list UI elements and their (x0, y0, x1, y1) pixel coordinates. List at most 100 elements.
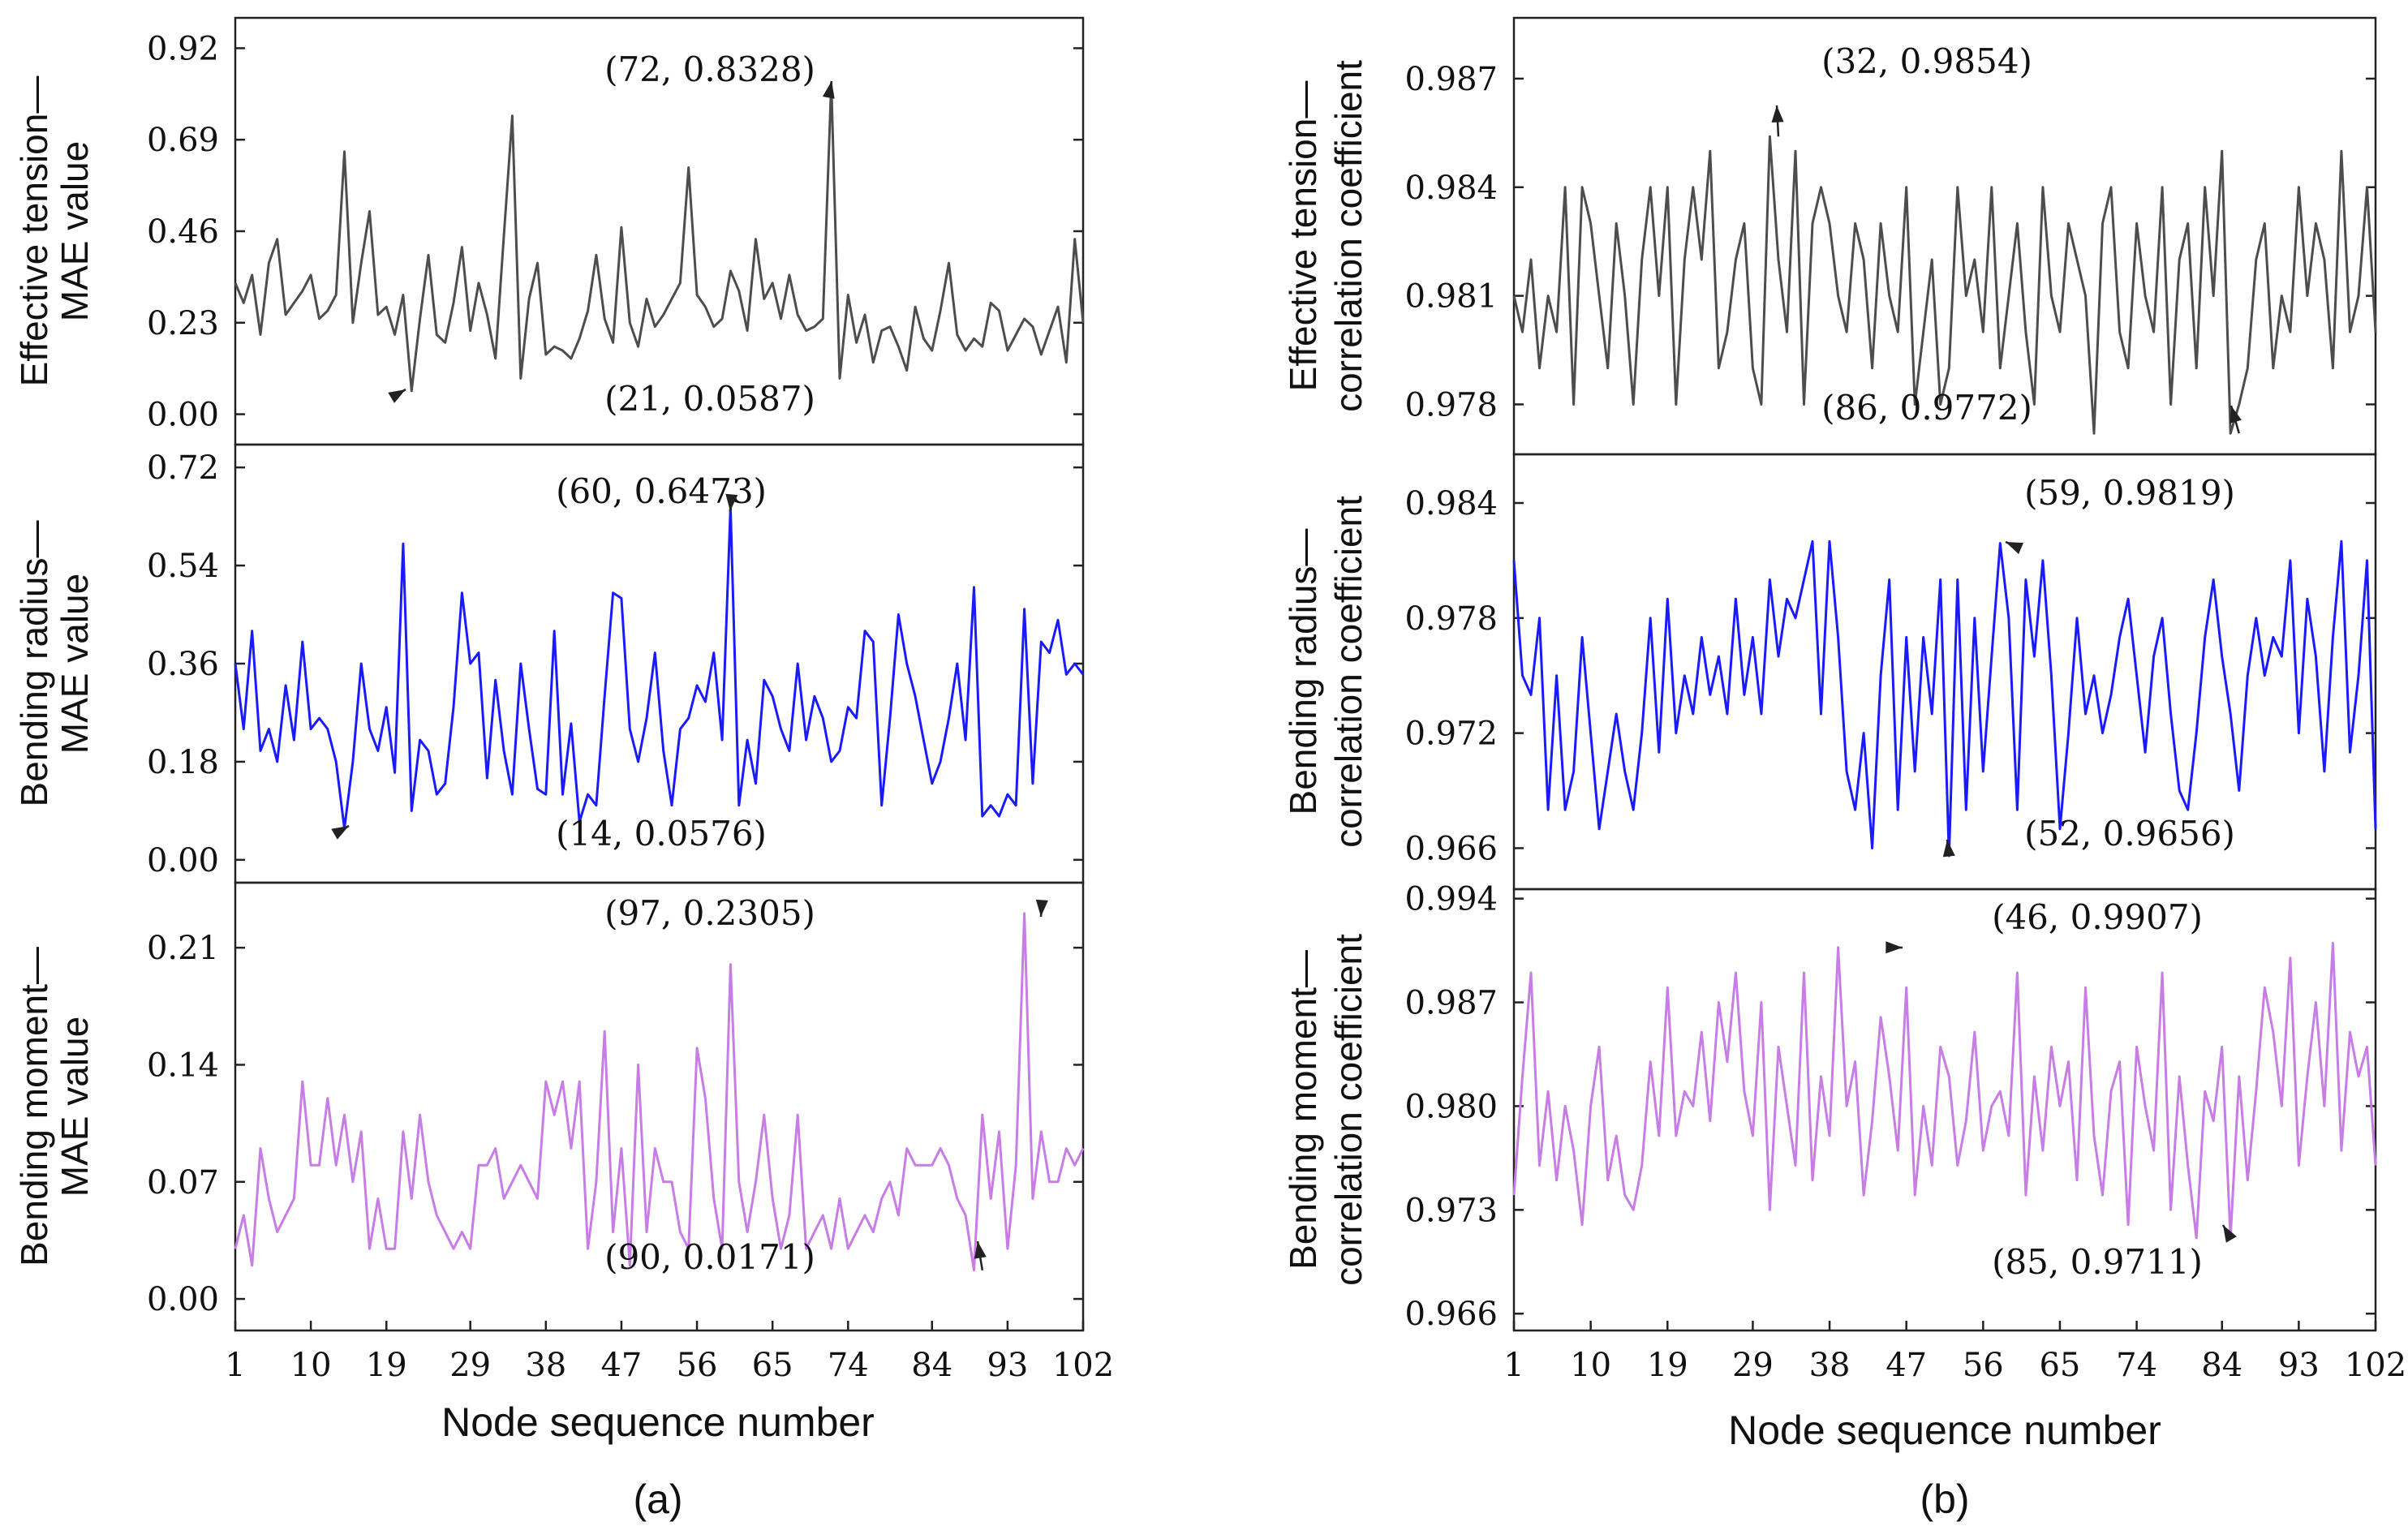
x-tick-label: 65 (2039, 1347, 2080, 1384)
annotation-arrowhead (1771, 105, 1784, 123)
y-tick-label: 0.973 (1404, 1192, 1498, 1229)
subplot-2: 0.00 0.18 0.36 0.54 0.72 Bending radius—MAE v… (13, 443, 1085, 884)
y-tick-label: 0.72 (147, 449, 219, 487)
y-axis-label: correlation coefficient (1327, 496, 1370, 848)
y-tick-label: 0.00 (147, 842, 219, 879)
annotation-label: (59, 0.9819) (2024, 473, 2235, 513)
y-tick-label: 0.966 (1404, 830, 1498, 867)
x-tick-label: 38 (1809, 1347, 1851, 1384)
x-tick-label: 19 (1647, 1347, 1688, 1384)
annotation-label: (52, 0.9656) (2024, 814, 2235, 853)
annotation-label: (85, 0.9711) (1992, 1242, 2203, 1282)
annotation-label: (14, 0.0576) (556, 814, 767, 853)
series-line (1512, 135, 2377, 435)
y-tick-label: 0.07 (147, 1164, 219, 1202)
subplot-1: 0.978 0.981 0.984 0.987 Effective tension— co… (1282, 16, 2377, 456)
y-axis-label: MAE value (54, 141, 96, 321)
annotation-label: (46, 0.9907) (1992, 897, 2203, 937)
x-tick-label: 10 (290, 1347, 332, 1384)
y-axis-label: Effective tension— (13, 76, 55, 387)
y-tick-label: 0.978 (1404, 386, 1498, 423)
plot-frame (234, 881, 1085, 1332)
x-tick-label: 38 (525, 1347, 566, 1384)
x-tick-label: 47 (1886, 1347, 1927, 1384)
y-tick-label: 0.994 (1404, 881, 1498, 918)
x-tick-label: 56 (1963, 1347, 2004, 1384)
y-tick-label: 0.00 (147, 1281, 219, 1318)
plot-frame (1512, 888, 2377, 1332)
series-line (234, 81, 1085, 393)
subplot-1: 0.00 0.23 0.46 0.69 0.92 Effective tension—MA… (13, 16, 1085, 446)
y-tick-label: 0.978 (1404, 600, 1498, 638)
x-tick-label: 19 (366, 1347, 407, 1384)
annotation-arrowhead (331, 826, 349, 840)
plot-frame (1512, 453, 2377, 891)
y-tick-label: 0.21 (147, 930, 219, 967)
y-axis-label: correlation coefficient (1327, 60, 1370, 412)
annotation-arrowhead (725, 493, 738, 511)
annotation-label: (97, 0.2305) (604, 893, 815, 933)
x-tick-label: 84 (911, 1347, 952, 1384)
series-line (1512, 942, 2377, 1240)
subplot-2: 0.966 0.972 0.978 0.984 Bending radius— corre… (1282, 453, 2377, 891)
annotation-arrowhead (1886, 941, 1903, 954)
panel-caption: (a) (633, 1477, 682, 1522)
y-tick-label: 0.69 (147, 122, 219, 159)
y-axis-label: correlation coefficient (1327, 934, 1370, 1286)
y-tick-label: 0.984 (1404, 485, 1498, 522)
x-tick-label: 74 (2116, 1347, 2157, 1384)
x-tick-label: 1 (225, 1347, 245, 1384)
annotation-arrowhead (974, 1241, 987, 1259)
y-tick-label: 0.18 (147, 744, 219, 781)
y-tick-label: 0.14 (147, 1047, 219, 1084)
y-tick-label: 0.36 (147, 646, 219, 683)
y-tick-label: 0.987 (1404, 61, 1498, 98)
annotation-label: (60, 0.6473) (556, 471, 767, 511)
y-tick-label: 0.981 (1404, 278, 1498, 316)
y-axis-label: MAE value (54, 574, 96, 754)
series-line (1512, 540, 2377, 858)
annotation-arrowhead (822, 81, 835, 99)
annotation-arrowhead (2006, 542, 2023, 554)
y-tick-label: 0.46 (147, 213, 219, 251)
annotation-label: (72, 0.8328) (604, 49, 815, 89)
y-tick-label: 0.92 (147, 30, 219, 67)
y-tick-label: 0.966 (1404, 1296, 1498, 1333)
annotation-label: (86, 0.9772) (1821, 388, 2032, 428)
x-tick-label: 74 (828, 1347, 869, 1384)
annotation-label: (90, 0.0171) (604, 1237, 815, 1277)
x-tick-label: 29 (1732, 1347, 1774, 1384)
y-tick-label: 0.987 (1404, 985, 1498, 1022)
x-tick-label: 10 (1570, 1347, 1611, 1384)
y-tick-label: 0.54 (147, 548, 219, 585)
y-axis-label: MAE value (54, 1017, 96, 1197)
annotation-arrowhead (1035, 899, 1048, 917)
y-axis-label: Bending moment— (13, 947, 55, 1266)
annotation-arrowhead (388, 389, 406, 403)
subplot-3: 0.00 0.07 0.14 0.21 Bending moment—MAE value… (13, 881, 1085, 1332)
y-tick-label: 0.00 (147, 397, 219, 434)
annotation-arrowhead (2230, 406, 2242, 423)
x-tick-label: 102 (1052, 1347, 1114, 1384)
x-tick-label: 102 (2345, 1347, 2406, 1384)
y-axis-label: Bending moment— (1282, 950, 1324, 1270)
annotation-arrowhead (2223, 1225, 2237, 1243)
y-axis-label: Bending radius— (13, 521, 55, 807)
x-tick-label: 29 (449, 1347, 491, 1384)
x-tick-label: 93 (987, 1347, 1028, 1384)
x-tick-label: 56 (677, 1347, 718, 1384)
x-axis-label: Node sequence number (1728, 1408, 2161, 1453)
x-tick-label: 93 (2278, 1347, 2320, 1384)
y-axis-label: Bending radius— (1282, 529, 1324, 815)
y-axis-label: Effective tension— (1282, 81, 1324, 392)
x-axis-label: Node sequence number (441, 1399, 875, 1445)
x-tick-label: 84 (2201, 1347, 2242, 1384)
series-line (234, 912, 1085, 1272)
annotation-label: (21, 0.0587) (604, 379, 815, 419)
series-line (234, 505, 1085, 830)
x-tick-label: 47 (600, 1347, 642, 1384)
y-tick-label: 0.972 (1404, 716, 1498, 753)
